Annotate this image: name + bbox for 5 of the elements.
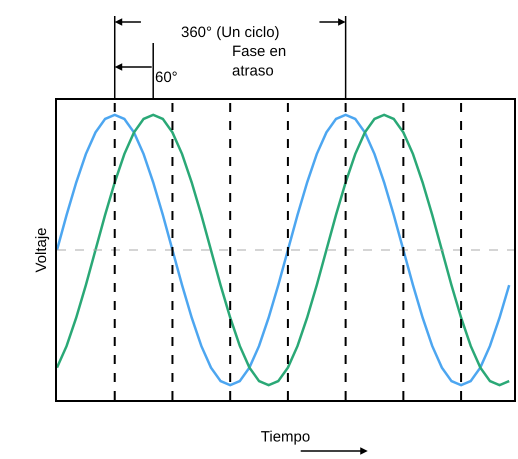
text: 360° (Un ciclo) [181, 24, 280, 41]
y-axis-title: Voltaje [32, 227, 50, 273]
text: 60° [155, 69, 178, 86]
x-axis-title: Tiempo [260, 428, 310, 446]
text: Fase en atraso [232, 43, 286, 80]
